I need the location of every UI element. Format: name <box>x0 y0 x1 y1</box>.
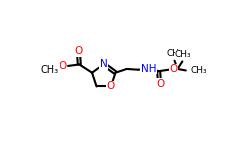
Text: CH₃: CH₃ <box>175 50 191 59</box>
Text: CH₃: CH₃ <box>190 66 207 75</box>
Text: O: O <box>169 64 178 74</box>
Text: CH₃: CH₃ <box>166 49 183 58</box>
Text: N: N <box>100 59 108 69</box>
Text: NH: NH <box>141 64 156 74</box>
Text: O: O <box>107 81 115 92</box>
Text: O: O <box>75 46 83 56</box>
Text: CH₃: CH₃ <box>41 65 59 75</box>
Text: O: O <box>59 61 67 71</box>
Text: O: O <box>156 79 164 89</box>
